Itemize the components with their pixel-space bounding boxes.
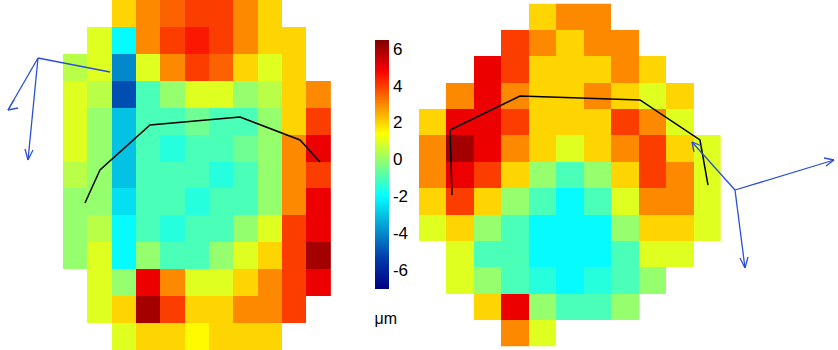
svg-text:0: 0 <box>393 150 402 169</box>
svg-text:-4: -4 <box>393 224 408 243</box>
svg-text:4: 4 <box>393 77 402 96</box>
svg-text:-6: -6 <box>393 261 408 280</box>
svg-text:6: 6 <box>393 40 402 59</box>
svg-text:2: 2 <box>393 113 402 132</box>
svg-text:-2: -2 <box>393 187 408 206</box>
svg-text:μm: μm <box>375 310 398 327</box>
